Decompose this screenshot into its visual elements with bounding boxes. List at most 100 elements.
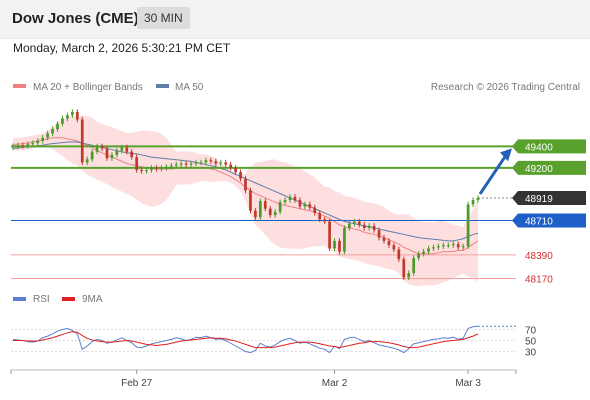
candle-body (313, 207, 317, 213)
ma20-legend-label: MA 20 + Bollinger Bands (33, 82, 143, 93)
rsi-tick-70: 70 (525, 326, 537, 337)
candle-body (189, 163, 193, 165)
level-label-48170: 48170 (525, 274, 553, 285)
level-label-48710: 48710 (525, 216, 553, 227)
level-label-49200: 49200 (525, 164, 553, 175)
candle-body (273, 211, 277, 216)
candle-body (199, 162, 203, 164)
candle-body (90, 151, 94, 160)
candle-body (432, 247, 435, 249)
candle-body (328, 221, 331, 249)
candle-body (268, 208, 272, 216)
level-label-49400: 49400 (525, 142, 553, 153)
candle-body (46, 133, 49, 138)
candle-body (120, 147, 124, 151)
candle-body (140, 169, 143, 172)
candle-body (56, 123, 59, 130)
candle-body (258, 201, 262, 218)
candle-body (249, 190, 252, 211)
rsi-legend-swatch (13, 297, 26, 301)
candle-body (135, 157, 139, 170)
candle-body (234, 167, 237, 173)
level-labels: 49400 49200 48919 48710 48390 48170 (512, 139, 586, 285)
candle-body (244, 178, 247, 191)
candle-body (21, 145, 25, 147)
candle-body (179, 163, 183, 165)
candle-body (31, 143, 35, 145)
level-label-48390: 48390 (525, 251, 553, 262)
candle-body (184, 163, 188, 165)
candle-body (204, 160, 208, 163)
candle-body (348, 223, 351, 228)
candle-body (471, 200, 475, 205)
candle-body (283, 200, 287, 203)
level-box-49200 (512, 160, 586, 175)
candle-body (110, 154, 114, 159)
candle-body (155, 167, 158, 169)
candle-body (71, 111, 74, 116)
copyright-text: Research © 2026 Trading Central (431, 82, 580, 93)
instrument-title: Dow Jones (CME) (12, 10, 139, 27)
candle-body (367, 225, 371, 228)
candle-body (160, 167, 163, 169)
level-box-49400 (512, 139, 586, 154)
candle-body (150, 167, 153, 170)
candle-body (333, 240, 336, 249)
candle-body (85, 159, 89, 163)
candle-body (278, 202, 282, 212)
candle-body (293, 196, 297, 201)
candle-body (169, 165, 173, 167)
candle-body (323, 219, 327, 222)
candle-body (392, 245, 396, 250)
candle-body (224, 162, 228, 165)
candle-body (357, 221, 361, 225)
candle-body (164, 166, 168, 168)
candle-body (466, 204, 470, 247)
candle-body (412, 258, 416, 274)
candle-body (402, 259, 406, 278)
candle-body (36, 140, 40, 144)
candle-body (75, 111, 79, 120)
candle-body (308, 204, 312, 208)
x-tick-label: Mar 2 (322, 378, 348, 389)
candle-body (377, 230, 381, 238)
candle-body (451, 244, 455, 246)
rsi-line (12, 325, 479, 354)
ma50-legend-swatch (156, 84, 169, 88)
candle-body (422, 251, 425, 254)
candle-body (343, 227, 346, 252)
candle-body (229, 164, 233, 168)
candle-body (16, 145, 20, 147)
candle-body (298, 200, 302, 207)
candle-body (397, 249, 401, 260)
candle-body (125, 147, 129, 152)
forecast-arrow-head (500, 148, 512, 162)
timeframe-badge[interactable]: 30 MIN (137, 7, 190, 29)
ma20-legend-swatch (13, 84, 26, 88)
bollinger-band-fill (13, 115, 478, 287)
candle-body (105, 148, 109, 159)
x-tick-label: Feb 27 (121, 378, 153, 389)
candle-body (456, 244, 460, 248)
level-box-48710 (512, 213, 586, 228)
x-axis-ticks: Feb 27 Mar 2 Mar 3 (10, 370, 517, 389)
candles (11, 109, 480, 281)
rsi-ma9-line (13, 331, 479, 349)
candle-body (219, 162, 223, 164)
candle-body (66, 115, 69, 119)
candle-body (382, 237, 386, 241)
datetime-label: Monday, March 2, 2026 5:30:21 PM CET (13, 41, 231, 55)
candle-body (115, 150, 119, 155)
candle-body (100, 146, 104, 149)
level-lines (11, 145, 516, 279)
rsi-legend: RSI 9MA (13, 294, 103, 305)
candle-body (61, 118, 64, 124)
candle-body (417, 253, 420, 259)
candle-body (427, 248, 430, 252)
candle-body (254, 210, 257, 218)
rsi-lines (12, 325, 516, 354)
rsi-tick-50: 50 (525, 337, 537, 348)
candle-body (372, 225, 376, 231)
candle-body (174, 164, 178, 166)
